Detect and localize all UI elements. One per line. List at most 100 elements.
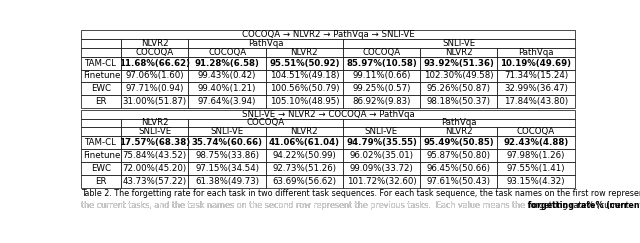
Bar: [266, 57, 343, 69]
Text: COCOQA: COCOQA: [136, 48, 174, 57]
Bar: [266, 128, 343, 137]
Bar: [121, 69, 188, 82]
Text: 41.06%(61.04): 41.06%(61.04): [269, 138, 340, 148]
Bar: [420, 137, 497, 149]
Text: SNLI-VE: SNLI-VE: [211, 128, 244, 137]
Text: 17.57%(68.38): 17.57%(68.38): [119, 138, 190, 148]
Text: 63.69%(56.62): 63.69%(56.62): [272, 177, 336, 186]
Bar: [343, 39, 575, 48]
Bar: [266, 82, 343, 95]
Text: 93.92%(51.36): 93.92%(51.36): [423, 59, 494, 68]
Text: 97.64%(3.94): 97.64%(3.94): [198, 97, 256, 106]
Text: 43.73%(57.22): 43.73%(57.22): [123, 177, 187, 186]
Bar: [343, 69, 420, 82]
Bar: [497, 128, 575, 137]
Bar: [497, 137, 575, 149]
Bar: [121, 119, 188, 128]
Bar: [81, 57, 121, 69]
Bar: [121, 57, 188, 69]
Bar: [497, 48, 575, 57]
Text: COCOQA: COCOQA: [517, 128, 555, 137]
Bar: [188, 175, 266, 188]
Bar: [497, 95, 575, 108]
Text: Table 2. The forgetting rate for each task in two different task sequences. For : Table 2. The forgetting rate for each ta…: [81, 189, 640, 198]
Text: 91.28%(6.58): 91.28%(6.58): [195, 59, 259, 68]
Text: Finetune: Finetune: [83, 71, 120, 80]
Text: COCOQA → NLVR2 → PathVqa → SNLI-VE: COCOQA → NLVR2 → PathVqa → SNLI-VE: [242, 30, 414, 39]
Text: 102.30%(49.58): 102.30%(49.58): [424, 71, 493, 80]
Text: 95.49%(50.85): 95.49%(50.85): [424, 138, 494, 148]
Text: 99.11%(0.66): 99.11%(0.66): [352, 71, 411, 80]
Bar: [343, 137, 420, 149]
Bar: [343, 175, 420, 188]
Bar: [420, 149, 497, 162]
Bar: [266, 162, 343, 175]
Bar: [121, 82, 188, 95]
Text: EWC: EWC: [92, 164, 111, 173]
Text: SNLI-VE: SNLI-VE: [365, 128, 398, 137]
Bar: [343, 162, 420, 175]
Text: 99.40%(1.21): 99.40%(1.21): [198, 84, 256, 93]
Text: 95.87%(50.80): 95.87%(50.80): [427, 151, 491, 160]
Bar: [343, 149, 420, 162]
Bar: [188, 57, 266, 69]
Text: 93.15%(4.32): 93.15%(4.32): [507, 177, 565, 186]
Bar: [497, 175, 575, 188]
Text: PathVqa: PathVqa: [441, 119, 476, 128]
Text: 101.72%(32.60): 101.72%(32.60): [347, 177, 416, 186]
Text: 97.71%(0.94): 97.71%(0.94): [125, 84, 184, 93]
Bar: [420, 57, 497, 69]
Bar: [343, 57, 420, 69]
Text: NLVR2: NLVR2: [291, 128, 318, 137]
Text: 17.84%(43.80): 17.84%(43.80): [504, 97, 568, 106]
Text: EWC: EWC: [92, 84, 111, 93]
Text: PathVqa: PathVqa: [248, 39, 284, 48]
Bar: [81, 48, 121, 57]
Bar: [121, 162, 188, 175]
Text: 94.79%(35.55): 94.79%(35.55): [346, 138, 417, 148]
Bar: [81, 149, 121, 162]
Text: 92.73%(51.26): 92.73%(51.26): [272, 164, 336, 173]
Text: NLVR2: NLVR2: [445, 128, 472, 137]
Bar: [81, 128, 121, 137]
Bar: [188, 162, 266, 175]
Text: SNLI-VE: SNLI-VE: [442, 39, 476, 48]
Text: PathVqa: PathVqa: [518, 48, 554, 57]
Text: NLVR2: NLVR2: [291, 48, 318, 57]
Bar: [121, 48, 188, 57]
Bar: [420, 69, 497, 82]
Text: ER: ER: [95, 97, 107, 106]
Text: 98.75%(33.86): 98.75%(33.86): [195, 151, 259, 160]
Text: 95.51%(50.92): 95.51%(50.92): [269, 59, 340, 68]
Bar: [420, 175, 497, 188]
Bar: [81, 137, 121, 149]
Text: 99.43%(0.42): 99.43%(0.42): [198, 71, 256, 80]
Text: 97.61%(50.43): 97.61%(50.43): [427, 177, 491, 186]
Text: 105.10%(48.95): 105.10%(48.95): [269, 97, 339, 106]
Text: SNLI-VE: SNLI-VE: [138, 128, 172, 137]
Bar: [266, 48, 343, 57]
Bar: [266, 175, 343, 188]
Bar: [343, 128, 420, 137]
Text: 85.97%(10.58): 85.97%(10.58): [346, 59, 417, 68]
Bar: [81, 30, 575, 39]
Text: 99.09%(33.72): 99.09%(33.72): [349, 164, 413, 173]
Bar: [420, 162, 497, 175]
Text: COCOQA: COCOQA: [246, 119, 285, 128]
Text: the current tasks, and the task names on the second row represent the previous t: the current tasks, and the task names on…: [81, 201, 629, 210]
Text: 97.06%(1.60): 97.06%(1.60): [125, 71, 184, 80]
Text: 71.34%(15.24): 71.34%(15.24): [504, 71, 568, 80]
Bar: [188, 119, 343, 128]
Bar: [81, 119, 121, 128]
Text: TAM-CL: TAM-CL: [85, 138, 117, 148]
Bar: [121, 137, 188, 149]
Bar: [121, 39, 188, 48]
Text: 96.02%(35.01): 96.02%(35.01): [349, 151, 413, 160]
Text: 92.43%(4.88): 92.43%(4.88): [503, 138, 568, 148]
Bar: [188, 128, 266, 137]
Text: 99.25%(0.57): 99.25%(0.57): [352, 84, 411, 93]
Text: 94.22%(50.99): 94.22%(50.99): [273, 151, 336, 160]
Text: 95.26%(50.87): 95.26%(50.87): [427, 84, 491, 93]
Bar: [188, 137, 266, 149]
Text: 104.51%(49.18): 104.51%(49.18): [269, 71, 339, 80]
